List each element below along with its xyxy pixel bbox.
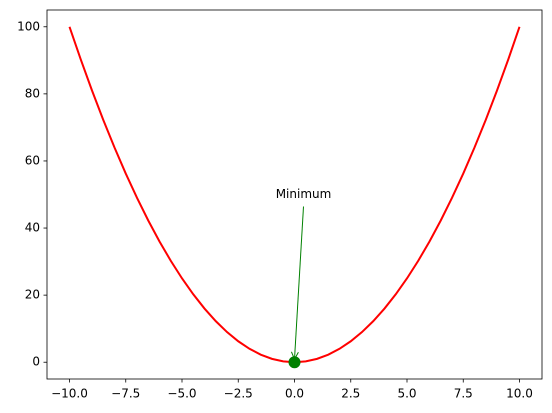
x-tick-label: −2.5 [224,387,253,401]
annotation-text: Minimum [276,187,332,201]
x-tick-label: 7.5 [454,387,473,401]
x-tick-label: −10.0 [51,387,88,401]
y-tick-label: 40 [25,221,40,235]
y-tick-label: 0 [32,355,40,369]
y-tick-label: 20 [25,288,40,302]
y-tick-label: 60 [25,153,40,167]
x-tick-label: −7.5 [111,387,140,401]
arrow-head [290,351,299,361]
marker [288,356,301,369]
y-tick-label: 100 [17,19,40,33]
plot-frame [46,9,543,380]
x-tick-label: 0.0 [285,387,304,401]
y-tick-label: 80 [25,86,40,100]
x-tick-label: 2.5 [341,387,360,401]
annotation-arrow [294,206,304,360]
x-tick-label: −5.0 [167,387,196,401]
x-tick-label: 10.0 [506,387,533,401]
x-tick-label: 5.0 [397,387,416,401]
